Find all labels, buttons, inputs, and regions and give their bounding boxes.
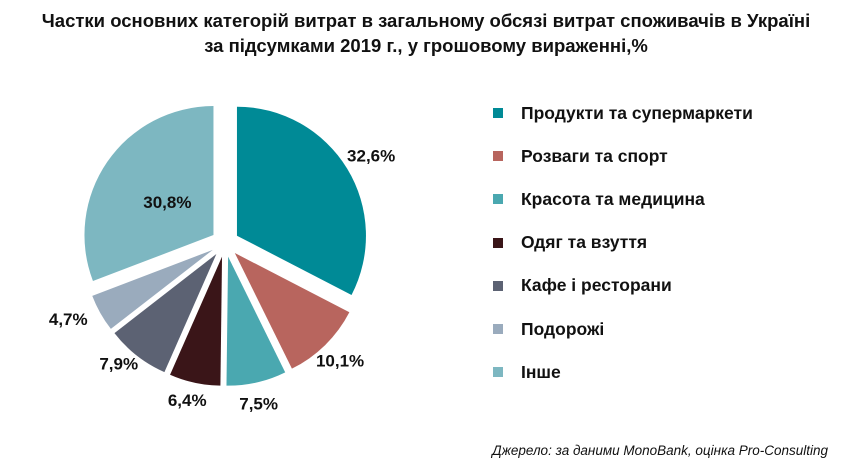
pie-slice-labels: 32,6% 10,1% 7,5% 6,4% 7,9% 4,7% 30,8%: [49, 147, 395, 414]
legend-swatch: [493, 237, 503, 248]
legend-swatch: [493, 194, 503, 205]
legend-swatch: [493, 280, 503, 291]
legend-label: Кафе і ресторани: [521, 275, 672, 296]
pie-slice-6: [92, 249, 213, 329]
legend-swatch: [493, 151, 503, 162]
slice-data-label-4: 6,4%: [168, 391, 207, 410]
legend-item-6: Подорожі: [493, 317, 813, 341]
pie-slice-4: [170, 256, 223, 386]
pie-slice-1: [236, 106, 366, 296]
chart-title: Частки основних категорій витрат в загал…: [0, 8, 852, 58]
slice-data-label-1: 32,6%: [347, 147, 395, 166]
legend-label: Подорожі: [521, 318, 605, 339]
pie-slice-2: [234, 252, 350, 369]
legend-swatch: [493, 324, 503, 334]
source-note: Джерело: за даними MonoBank, оцінка Pro-…: [492, 443, 828, 458]
legend-label: Продукти та супермаркети: [521, 102, 753, 123]
chart-title-line-2: за підсумками 2019 г., у грошовому вираж…: [204, 35, 648, 56]
pie-slice-7: [84, 106, 214, 282]
slice-data-label-7: 30,8%: [143, 193, 191, 212]
slice-data-label-3: 7,5%: [239, 395, 278, 414]
legend-item-4: Одяг та взуття: [493, 231, 813, 255]
pie-slice-3: [226, 256, 286, 386]
legend-item-3: Красота та медицина: [493, 187, 813, 211]
legend-item-7: Інше: [493, 360, 813, 384]
legend-item-1: Продукти та супермаркети: [493, 101, 813, 125]
legend-label: Красота та медицина: [521, 188, 705, 209]
pie-chart: 32,6% 10,1% 7,5% 6,4% 7,9% 4,7% 30,8%: [49, 106, 395, 414]
legend-label: Інше: [521, 361, 561, 382]
slice-data-label-2: 10,1%: [316, 352, 364, 371]
legend-label: Розваги та спорт: [521, 145, 668, 166]
legend-item-5: Кафе і ресторани: [493, 274, 813, 298]
pie-slices: [84, 106, 366, 386]
legend-item-2: Розваги та спорт: [493, 144, 813, 168]
slice-data-label-5: 7,9%: [99, 355, 138, 374]
legend-swatch: [493, 108, 503, 118]
legend-swatch: [493, 367, 503, 378]
slice-data-label-6: 4,7%: [49, 310, 88, 329]
pie-slice-5: [114, 254, 217, 373]
chart-title-line-1: Частки основних категорій витрат в загал…: [41, 10, 811, 31]
legend-label: Одяг та взуття: [521, 232, 648, 253]
